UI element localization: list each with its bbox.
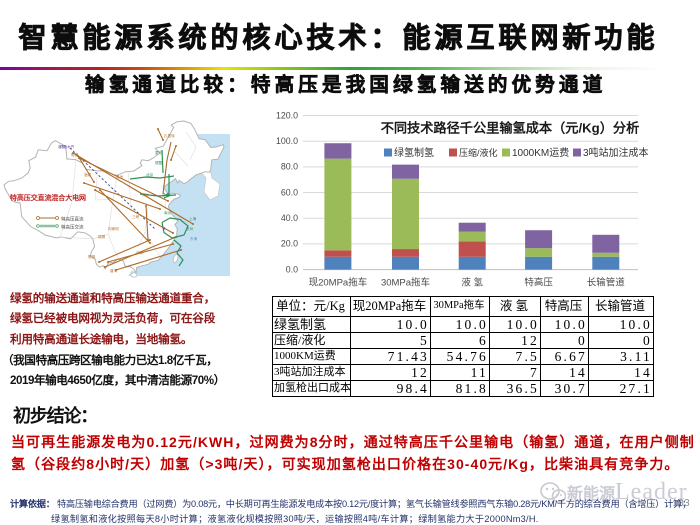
svg-text:80.0: 80.0 [281,162,298,172]
svg-text:液 氢: 液 氢 [461,277,483,289]
svg-text:乌鲁木齐: 乌鲁木齐 [60,144,75,149]
svg-text:特高压: 特高压 [524,277,553,289]
svg-text:杭州: 杭州 [186,226,194,231]
svg-text:120.0: 120.0 [276,110,298,120]
svg-text:向家坝: 向家坝 [108,226,119,231]
svg-text:灵州: 灵州 [116,174,124,179]
svg-text:三峡: 三峡 [132,214,140,219]
svg-text:绿氢制氢: 绿氢制氢 [394,146,434,159]
svg-text:锡盟: 锡盟 [155,160,163,165]
svg-text:锦屏: 锦屏 [98,234,106,239]
svg-text:不同技术路径千公里输氢成本（元/Kg）分析: 不同技术路径千公里输氢成本（元/Kg）分析 [381,120,640,136]
svg-text:济南: 济南 [162,192,170,197]
svg-text:压缩/液化: 压缩/液化 [459,147,498,158]
svg-text:30MPa拖车: 30MPa拖车 [381,277,430,289]
svg-text:扎鲁特: 扎鲁特 [164,133,175,138]
svg-text:特高压交流: 特高压交流 [61,223,84,230]
svg-text:40.0: 40.0 [281,213,298,223]
svg-text:3吨站加注成本: 3吨站加注成本 [583,146,649,159]
svg-text:1000KM运费: 1000KM运费 [512,146,569,159]
svg-text:上海: 上海 [189,216,197,221]
svg-text:北京: 北京 [146,172,154,177]
svg-text:特高压交直流混合大电网: 特高压交直流混合大电网 [10,193,86,202]
svg-text:东海: 东海 [190,236,198,241]
svg-text:南京: 南京 [164,210,172,215]
svg-text:蒙东: 蒙东 [155,150,163,155]
svg-text:楚雄: 楚雄 [88,254,96,259]
svg-text:郑州: 郑州 [142,192,150,197]
svg-text:普洱: 普洱 [110,268,118,273]
svg-text:现20MPa拖车: 现20MPa拖车 [309,277,368,289]
svg-text:准东: 准东 [58,144,66,149]
svg-text:0.0: 0.0 [286,264,298,274]
svg-text:长输管道: 长输管道 [587,277,626,289]
svg-text:60.0: 60.0 [281,187,298,197]
svg-text:酒泉: 酒泉 [84,172,92,177]
svg-text:广州: 广州 [136,250,144,255]
svg-text:100.0: 100.0 [276,136,298,146]
svg-text:20.0: 20.0 [281,239,298,249]
svg-text:特高压直流: 特高压直流 [61,215,84,222]
svg-text:哈密: 哈密 [71,152,79,157]
